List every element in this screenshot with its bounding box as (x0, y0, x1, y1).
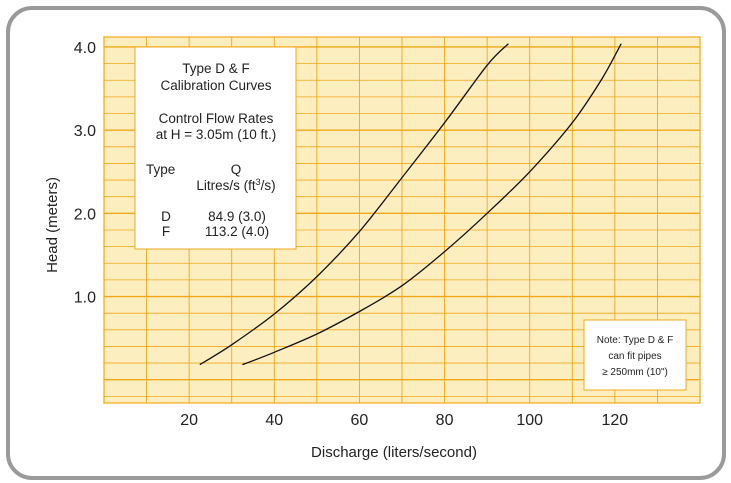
note-line-2: can fit pipes (608, 351, 661, 362)
x-tick-label: 120 (602, 412, 629, 429)
info-box-subtitle-line-2: at H = 3.05m (10 ft.) (156, 127, 276, 142)
info-box-row-d-q: 84.9 (3.0) (208, 209, 266, 224)
note-box-background (583, 319, 687, 391)
x-tick-label: 40 (265, 412, 283, 429)
info-box: Type D & F Calibration Curves Control Fl… (134, 46, 297, 250)
info-box-type-header: Type (146, 162, 175, 177)
info-box-q-unit: Litres/s (ft3/s) (196, 177, 275, 193)
info-box-title-line-1: Type D & F (182, 61, 250, 76)
info-box-row-f-q: 113.2 (4.0) (205, 224, 269, 239)
y-tick-label: 2.0 (74, 206, 96, 223)
info-box-title-line-2: Calibration Curves (160, 78, 271, 93)
note-line-1: Note: Type D & F (597, 335, 674, 346)
x-tick-label: 100 (516, 412, 543, 429)
y-tick-label: 4.0 (74, 40, 96, 57)
y-axis-title: Head (meters) (44, 177, 61, 273)
x-axis-title: Discharge (liters/second) (311, 444, 477, 461)
y-tick-label: 3.0 (74, 123, 96, 140)
x-tick-label: 60 (351, 412, 369, 429)
note-line-3: ≥ 250mm (10") (602, 367, 668, 378)
y-tick-label: 1.0 (74, 290, 96, 307)
note-box: Note: Type D & F can fit pipes ≥ 250mm (… (583, 319, 687, 391)
plot-border (103, 36, 701, 404)
calibration-curve-2 (242, 43, 622, 366)
info-box-q-header: Q (231, 162, 242, 177)
x-tick-label: 80 (436, 412, 454, 429)
x-tick-label: 20 (180, 412, 198, 429)
info-box-row-d-type: D (161, 209, 171, 224)
calibration-curve-1 (199, 43, 509, 366)
info-box-row-f-type: F (162, 224, 170, 239)
info-box-subtitle-line-1: Control Flow Rates (159, 111, 274, 126)
info-box-background (134, 46, 297, 250)
